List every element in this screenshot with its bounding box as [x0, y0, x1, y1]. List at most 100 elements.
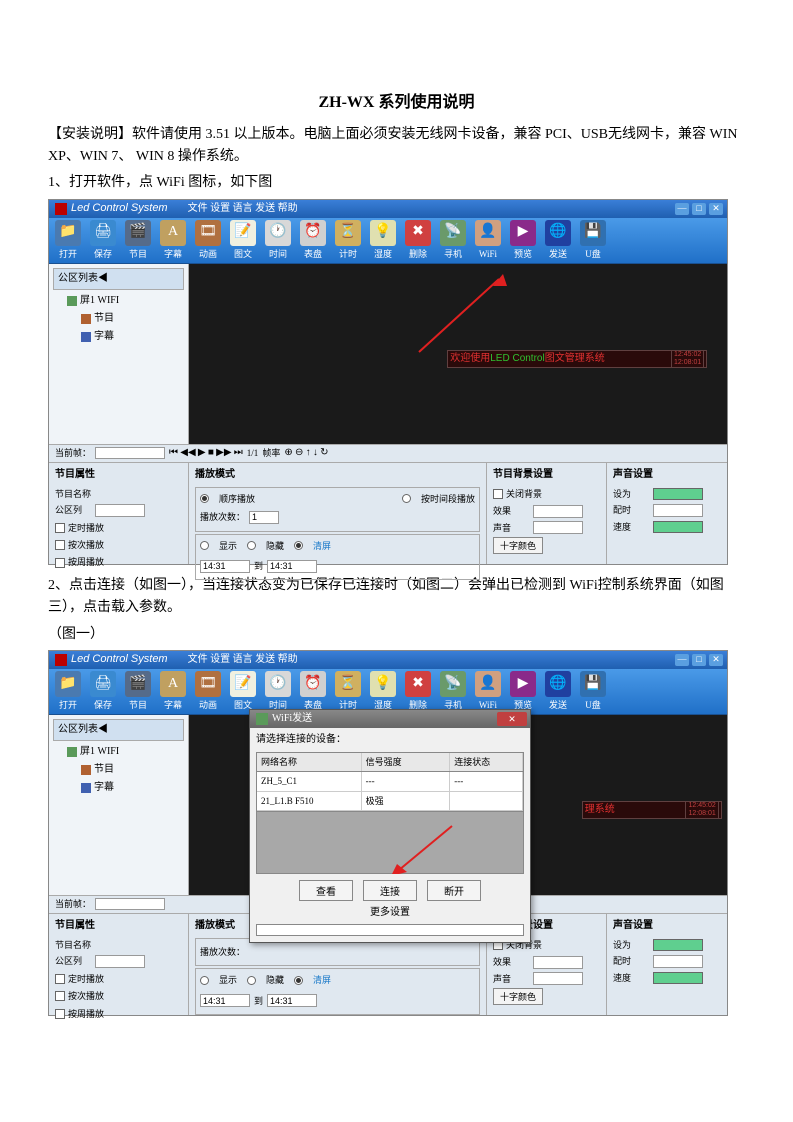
- color-button[interactable]: 十字颜色: [493, 537, 543, 554]
- tree-subtitle[interactable]: 字幕: [53, 779, 184, 797]
- area-input[interactable]: [95, 955, 145, 968]
- time-to[interactable]: [267, 560, 317, 573]
- slider-1[interactable]: [653, 488, 703, 500]
- toolbar-计时[interactable]: ⏳计时: [331, 219, 365, 262]
- playback-ctrl[interactable]: ◀◀: [180, 447, 195, 458]
- toolbar-预览[interactable]: ▶预览: [506, 219, 540, 262]
- chk-week[interactable]: [55, 558, 65, 568]
- slider-1[interactable]: [653, 939, 703, 951]
- dialog-footer[interactable]: 更多设置: [256, 905, 524, 921]
- playback-extra[interactable]: ↓: [313, 447, 318, 458]
- chk-count[interactable]: [55, 540, 65, 550]
- time-to[interactable]: [267, 994, 317, 1007]
- toolbar-表盘[interactable]: ⏰表盘: [296, 219, 330, 262]
- radio-clear[interactable]: [294, 976, 303, 985]
- time-from[interactable]: [200, 994, 250, 1007]
- chk-timed[interactable]: [55, 974, 65, 984]
- toolbar-U盘[interactable]: 💾U盘: [576, 219, 610, 262]
- toolbar-保存[interactable]: 🖨保存: [86, 670, 120, 713]
- toolbar-表盘[interactable]: ⏰表盘: [296, 670, 330, 713]
- toolbar-湿度[interactable]: 💡湿度: [366, 219, 400, 262]
- playback-extras[interactable]: ⊕ ⊖ ↑ ↓ ↻: [284, 445, 328, 461]
- refresh-button[interactable]: 查看: [299, 880, 353, 901]
- toolbar-时间[interactable]: 🕐时间: [261, 670, 295, 713]
- playback-ctrl[interactable]: ⏮: [169, 447, 178, 458]
- toolbar-节目[interactable]: 🎬节目: [121, 219, 155, 262]
- radio-seq[interactable]: [200, 494, 209, 503]
- disconnect-button[interactable]: 断开: [427, 880, 481, 901]
- connect-button[interactable]: 连接: [363, 880, 417, 901]
- playback-controls[interactable]: ⏮ ◀◀ ▶ ■ ▶▶ ⏭: [169, 445, 243, 461]
- toolbar-WiFi[interactable]: 👤WiFi: [471, 670, 505, 713]
- minimize-button[interactable]: —: [675, 654, 689, 666]
- menu-bar[interactable]: 文件 设置 语言 发送 帮助: [188, 201, 298, 217]
- toolbar-WiFi[interactable]: 👤WiFi: [471, 219, 505, 262]
- toolbar-计时[interactable]: ⏳计时: [331, 670, 365, 713]
- radio-hide[interactable]: [247, 541, 256, 550]
- toolbar-图文[interactable]: 📝图文: [226, 670, 260, 713]
- toolbar-寻机[interactable]: 📡寻机: [436, 219, 470, 262]
- maximize-button[interactable]: □: [692, 203, 706, 215]
- time-from[interactable]: [200, 560, 250, 573]
- playback-extra[interactable]: ⊖: [295, 447, 303, 458]
- maximize-button[interactable]: □: [692, 654, 706, 666]
- close-button[interactable]: ✕: [709, 654, 723, 666]
- toolbar-湿度[interactable]: 💡湿度: [366, 670, 400, 713]
- toolbar-预览[interactable]: ▶预览: [506, 670, 540, 713]
- effect-select[interactable]: [533, 505, 583, 518]
- chk-week[interactable]: [55, 1009, 65, 1019]
- radio-show[interactable]: [200, 976, 209, 985]
- table-row[interactable]: ZH_5_C1 --- ---: [257, 772, 523, 791]
- chk-count[interactable]: [55, 991, 65, 1001]
- radio-show[interactable]: [200, 541, 209, 550]
- table-row[interactable]: 21_L1.B F510 极强: [257, 792, 523, 811]
- tree-program[interactable]: 节目: [53, 761, 184, 779]
- chk-timed[interactable]: [55, 523, 65, 533]
- toolbar-字幕[interactable]: A字幕: [156, 670, 190, 713]
- playback-extra[interactable]: ↑: [306, 447, 311, 458]
- tree-root[interactable]: 屏1 WIFI: [53, 743, 184, 761]
- playback-ctrl[interactable]: ▶▶: [216, 447, 231, 458]
- radio-clear[interactable]: [294, 541, 303, 550]
- toolbar-节目[interactable]: 🎬节目: [121, 670, 155, 713]
- sound-select[interactable]: [533, 521, 583, 534]
- toolbar-图文[interactable]: 📝图文: [226, 219, 260, 262]
- toolbar-动画[interactable]: 🎞动画: [191, 219, 225, 262]
- playback-ctrl[interactable]: ⏭: [234, 447, 243, 458]
- timing-select[interactable]: [653, 504, 703, 517]
- toolbar-打开[interactable]: 📁打开: [51, 670, 85, 713]
- tree-subtitle[interactable]: 字幕: [53, 328, 184, 346]
- slider-2[interactable]: [653, 972, 703, 984]
- count-input[interactable]: [249, 511, 279, 524]
- toolbar-删除[interactable]: ✖删除: [401, 670, 435, 713]
- toolbar-U盘[interactable]: 💾U盘: [576, 670, 610, 713]
- minimize-button[interactable]: —: [675, 203, 689, 215]
- color-button[interactable]: 十字颜色: [493, 988, 543, 1005]
- chk-bg-off[interactable]: [493, 489, 503, 499]
- slider-2[interactable]: [653, 521, 703, 533]
- tree-root[interactable]: 屏1 WIFI: [53, 292, 184, 310]
- toolbar-发送[interactable]: 🌐发送: [541, 219, 575, 262]
- area-input[interactable]: [95, 504, 145, 517]
- radio-hide[interactable]: [247, 976, 256, 985]
- close-button[interactable]: ✕: [709, 203, 723, 215]
- toolbar-字幕[interactable]: A字幕: [156, 219, 190, 262]
- menu-bar[interactable]: 文件 设置 语言 发送 帮助: [188, 652, 298, 668]
- sound-select[interactable]: [533, 972, 583, 985]
- toolbar-动画[interactable]: 🎞动画: [191, 670, 225, 713]
- radio-time[interactable]: [402, 494, 411, 503]
- toolbar-发送[interactable]: 🌐发送: [541, 670, 575, 713]
- playback-ctrl[interactable]: ■: [208, 447, 214, 458]
- timing-select[interactable]: [653, 955, 703, 968]
- toolbar-删除[interactable]: ✖删除: [401, 219, 435, 262]
- playback-extra[interactable]: ⊕: [284, 447, 292, 458]
- toolbar-打开[interactable]: 📁打开: [51, 219, 85, 262]
- toolbar-寻机[interactable]: 📡寻机: [436, 670, 470, 713]
- playback-extra[interactable]: ↻: [320, 447, 328, 458]
- toolbar-时间[interactable]: 🕐时间: [261, 219, 295, 262]
- playback-ctrl[interactable]: ▶: [198, 447, 206, 458]
- effect-select[interactable]: [533, 956, 583, 969]
- toolbar-保存[interactable]: 🖨保存: [86, 219, 120, 262]
- dialog-close-button[interactable]: ✕: [497, 712, 527, 726]
- tree-program[interactable]: 节目: [53, 310, 184, 328]
